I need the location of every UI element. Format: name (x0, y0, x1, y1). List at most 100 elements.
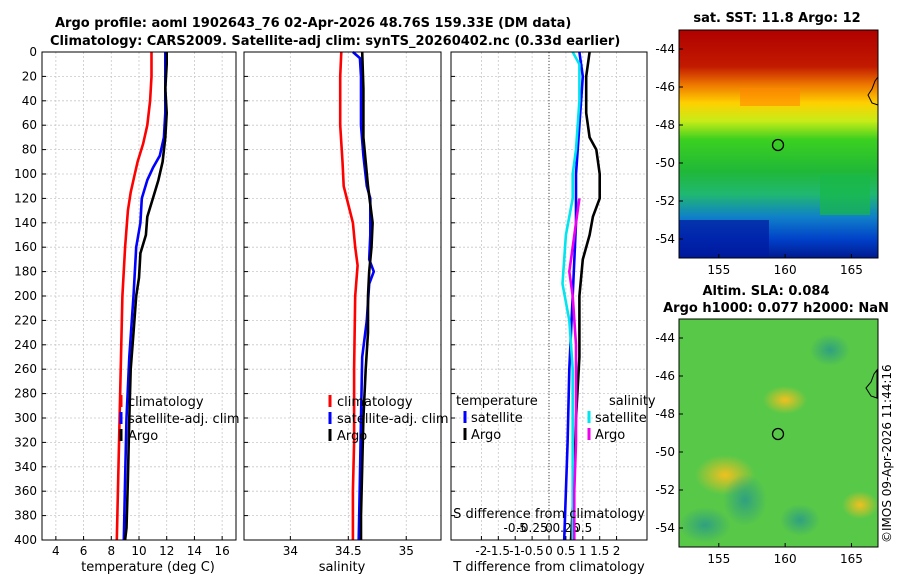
map-y-tick-label: -44 (655, 42, 675, 56)
map-y-tick-label: -48 (655, 118, 675, 132)
salinity-xlabel: salinity (319, 560, 366, 575)
map-y-tick-label: -44 (655, 331, 675, 345)
x-tick-label: 8 (107, 544, 115, 558)
y-tick-label: 120 (14, 191, 37, 205)
series-satellite-adj-clim (122, 52, 167, 541)
sla-map-frame (678, 318, 879, 548)
sla-low-2 (679, 507, 731, 543)
axes-frame (243, 51, 442, 541)
y-tick-label: 80 (22, 143, 37, 157)
sla-low-1 (723, 474, 767, 526)
y-tick-label: 60 (22, 118, 37, 132)
map-y-tick-label: -48 (655, 407, 675, 421)
legend-label: climatology (128, 395, 204, 410)
map-y-tick-label: -54 (655, 521, 675, 535)
x2-tick-label: 0.5 (573, 521, 592, 535)
legend-label: Argo (595, 428, 625, 443)
map-y-tick-label: -46 (655, 80, 675, 94)
y-tick-label: 280 (14, 387, 37, 401)
map-x-tick-label: 160 (774, 263, 797, 277)
legend-label: satellite (595, 411, 647, 426)
difference-xlabel2: S difference from climatology (453, 507, 645, 522)
x-tick-label: -1.5 (487, 544, 510, 558)
sla-map: Altim. SLA: 0.084 Argo h1000: 0.077 h200… (655, 284, 888, 566)
axes-frame (450, 51, 648, 541)
series-t-satellite (562, 51, 585, 541)
sst-argo-marker (771, 138, 785, 152)
x-tick-label: 1.5 (590, 544, 609, 558)
y-tick-label: 360 (14, 484, 37, 498)
x-tick-label: -2 (475, 544, 487, 558)
y-tick-label: 240 (14, 338, 37, 352)
map-y-tick-label: -46 (655, 369, 675, 383)
temperature-panel: 0 20 40 60 80 100 120 140 160 180 200 220 240 260 280 3… (14, 45, 240, 558)
series-argo (123, 52, 168, 541)
map-x-tick-label: 155 (707, 552, 730, 566)
map-y-tick-label: -50 (655, 156, 675, 170)
x-tick-label: 4 (52, 544, 60, 558)
sst-cold-patch (679, 220, 769, 258)
y-tick-label: 380 (14, 509, 37, 523)
series-climatology (338, 51, 359, 540)
y-tick-label: 180 (14, 265, 37, 279)
legend-label: satellite-adj. clim (128, 412, 240, 427)
sla-low-4 (780, 504, 820, 536)
sst-map-frame (678, 29, 879, 259)
x-tick-label: 6 (80, 544, 88, 558)
y-tick-label: 400 (14, 533, 37, 547)
map-y-tick-label: -54 (655, 232, 675, 246)
y-tick-label: 200 (14, 289, 37, 303)
y-tick-label: 260 (14, 362, 37, 376)
y-tick-label: 0 (29, 45, 37, 59)
legend-label: Argo (471, 428, 501, 443)
series-satellite-adj-clim (352, 51, 376, 541)
legend-title-salinity: salinity (609, 394, 656, 409)
title-line2: Climatology: CARS2009. Satellite-adj cli… (50, 34, 620, 49)
x-tick-label: 34.5 (335, 544, 362, 558)
sla-argo-marker (771, 427, 785, 441)
sla-map-title2: Argo h1000: 0.077 h2000: NaN (663, 301, 889, 316)
salinity-panel: 34 34.5 35 climatology satellite-adj. clim Ar… (243, 51, 449, 558)
temperature-xlabel: temperature (deg C) (81, 560, 215, 575)
x-tick-label: 16 (215, 544, 230, 558)
x2-tick-label: 0 (545, 521, 553, 535)
x-tick-label: 0.5 (556, 544, 575, 558)
series-s-argo (568, 198, 581, 540)
map-x-tick-label: 160 (774, 552, 797, 566)
x2-tick-label: -0.25 (517, 521, 548, 535)
sla-high-3 (842, 491, 878, 519)
sla-high-2 (763, 386, 807, 414)
x2-tick-label: -0.5 (503, 521, 526, 535)
difference-panel: -2 -1.5 -1 -0.5 0 0.5 1 1.5 2-0.5-0.250 0.250.5te… (450, 51, 656, 558)
sst-warm-patch (740, 88, 800, 106)
x-tick-label: 0 (545, 544, 553, 558)
sst-coast-shape (867, 75, 879, 106)
sst-green-patch (820, 175, 870, 215)
axes-frame (41, 51, 237, 541)
y-tick-label: 320 (14, 435, 37, 449)
x-tick-label: 14 (187, 544, 202, 558)
map-x-tick-label: 165 (840, 552, 863, 566)
difference-xlabel: T difference from climatology (452, 560, 645, 575)
sst-map-title: sat. SST: 11.8 Argo: 12 (693, 11, 860, 26)
series-s-satellite (561, 51, 581, 540)
x-tick-label: 12 (159, 544, 174, 558)
series-argo (359, 51, 374, 540)
x-tick-label: -1 (509, 544, 521, 558)
legend-label: Argo (128, 429, 158, 444)
x-tick-label: -0.5 (520, 544, 543, 558)
y-tick-label: 20 (22, 69, 37, 83)
y-tick-label: 140 (14, 216, 37, 230)
y-tick-label: 100 (14, 167, 37, 181)
sla-coast-shape (865, 368, 878, 399)
legend-title-temperature: temperature (456, 394, 538, 409)
y-tick-label: 220 (14, 313, 37, 327)
sla-low-3 (810, 334, 850, 366)
imos-watermark: ©IMOS 09-Apr-2026 11:44:16 (880, 364, 894, 543)
y-tick-label: 40 (22, 94, 37, 108)
map-x-tick-label: 165 (840, 263, 863, 277)
x-tick-label: 35 (399, 544, 414, 558)
legend-label: climatology (337, 395, 413, 410)
title-line1: Argo profile: aoml 1902643_76 02-Apr-202… (55, 16, 571, 31)
